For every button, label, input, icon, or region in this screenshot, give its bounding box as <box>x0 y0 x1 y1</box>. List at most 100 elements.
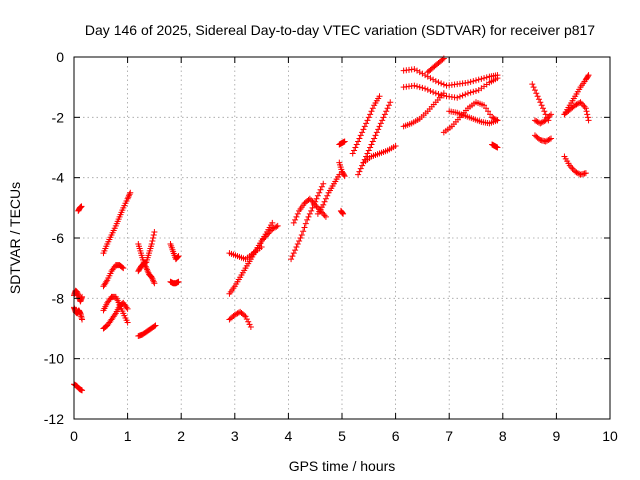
series-s37 <box>561 72 592 118</box>
data-point <box>301 224 308 231</box>
data-point <box>467 78 474 85</box>
series-s1 <box>71 381 86 394</box>
data-point <box>294 241 301 248</box>
x-tick-label: 3 <box>231 428 239 444</box>
data-point <box>293 213 300 220</box>
data-point <box>369 105 376 112</box>
series-s13 <box>167 278 182 287</box>
data-point <box>78 203 85 210</box>
x-tick-label: 7 <box>445 428 453 444</box>
data-point <box>533 90 540 97</box>
data-point <box>243 316 250 323</box>
data-point <box>375 126 382 133</box>
series-s10 <box>135 228 158 275</box>
series-s36 <box>531 132 555 145</box>
data-point <box>568 164 575 171</box>
data-point <box>79 387 86 394</box>
data-point <box>419 84 426 91</box>
data-point <box>339 210 346 217</box>
data-point <box>438 80 445 87</box>
series-s26 <box>360 142 399 166</box>
y-tick-label: 0 <box>56 49 64 65</box>
data-point <box>416 84 423 91</box>
data-point <box>483 74 490 81</box>
data-point <box>531 87 538 94</box>
y-tick-label: -12 <box>44 411 64 427</box>
data-point <box>289 253 296 260</box>
data-point <box>320 180 327 187</box>
chart-title: Day 146 of 2025, Sidereal Day-to-day VTE… <box>85 22 595 38</box>
data-point <box>473 77 479 84</box>
data-point <box>127 189 134 196</box>
data-point <box>542 111 549 118</box>
data-point <box>545 114 552 121</box>
data-point <box>355 171 362 178</box>
series-s35 <box>531 111 555 127</box>
data-point <box>310 200 317 207</box>
data-point <box>440 81 447 88</box>
data-point <box>292 216 299 223</box>
data-point <box>79 316 86 323</box>
x-tick-label: 2 <box>177 428 185 444</box>
data-point <box>427 75 434 82</box>
data-point <box>473 87 479 94</box>
data-point <box>360 126 367 133</box>
data-point <box>364 150 371 157</box>
data-point <box>376 93 383 100</box>
data-point <box>432 78 439 85</box>
data-point <box>481 75 488 82</box>
data-point <box>152 322 159 329</box>
data-point <box>494 117 501 124</box>
data-point <box>124 305 131 312</box>
data-point <box>296 238 303 245</box>
data-point <box>546 112 553 119</box>
series-s22 <box>336 138 348 148</box>
x-tick-label: 8 <box>499 428 507 444</box>
series-s33 <box>489 141 501 151</box>
data-point <box>340 210 347 217</box>
data-point <box>305 213 312 220</box>
data-point <box>259 236 266 243</box>
data-point <box>314 192 321 199</box>
data-point <box>416 69 423 76</box>
data-point <box>251 248 258 255</box>
data-point <box>494 144 501 151</box>
data-point <box>308 207 315 214</box>
y-tick-label: -6 <box>52 230 65 246</box>
data-point <box>151 280 158 287</box>
data-point <box>294 210 301 217</box>
data-point <box>439 56 446 63</box>
data-point <box>365 114 372 121</box>
data-point <box>79 293 86 300</box>
data-point <box>302 220 309 227</box>
y-tick-label: -8 <box>52 290 65 306</box>
data-point <box>385 102 392 109</box>
data-point <box>430 76 437 83</box>
data-point <box>363 120 370 127</box>
data-point <box>364 117 371 124</box>
data-point <box>411 66 418 73</box>
data-point <box>464 79 471 86</box>
series-s4 <box>75 203 85 214</box>
data-point <box>585 72 592 79</box>
data-point <box>313 203 320 210</box>
data-point <box>247 323 254 330</box>
data-point <box>316 189 323 196</box>
data-point <box>438 91 445 98</box>
data-point <box>377 120 384 127</box>
data-point <box>456 93 463 100</box>
data-point <box>462 91 469 98</box>
data-point <box>369 138 376 145</box>
data-point <box>298 231 305 238</box>
data-point <box>367 144 374 151</box>
data-point <box>269 219 276 226</box>
data-point <box>175 253 182 260</box>
data-point <box>384 105 391 112</box>
data-point <box>151 228 158 235</box>
data-point <box>125 192 132 199</box>
data-point <box>120 265 127 272</box>
series-s39 <box>561 153 589 178</box>
series-s6 <box>100 262 127 290</box>
data-point <box>290 250 297 257</box>
data-point <box>242 313 249 320</box>
